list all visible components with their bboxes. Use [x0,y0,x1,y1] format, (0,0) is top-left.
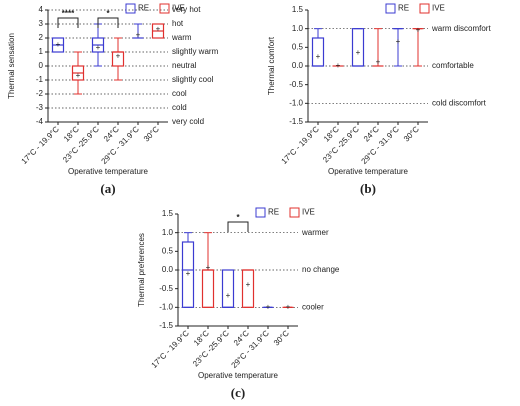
y-tick-label: -1.0 [159,302,173,311]
scale-label: warm discomfort [431,24,491,33]
box [201,269,215,308]
y-tick-label: 1.0 [162,228,174,237]
y-axis-label: Thermal sensation [7,33,16,99]
chart-a: very hot hot warm slightly warm neutral sligh… [7,3,219,196]
chart-b: warm discomfort comfortable cold discomfor… [267,3,491,196]
y-tick-label: 1.0 [292,24,304,33]
legend-label: IVE [302,208,315,217]
scale-label: cold [172,103,187,112]
x-tick-label: 17°C - 19.9°C [150,328,192,370]
y-tick-label: 0.5 [162,246,174,255]
legend-label: IVE [172,4,185,13]
mean-marker: + [206,263,211,272]
scale-label: slightly cool [172,75,214,84]
y-axis-label: Thermal comfort [267,36,276,95]
mean-marker: + [186,269,191,278]
y-tick-label: 2 [39,33,44,42]
y-tick-label: 1.5 [162,209,174,218]
legend-swatch [385,3,396,14]
significance-label: **** [62,9,75,18]
scale-label: warmer [301,228,329,237]
scale-label: hot [172,19,184,28]
significance-bracket [97,17,119,28]
mean-marker: + [116,51,121,60]
scale-label: cool [172,89,187,98]
y-tick-label: -4 [36,117,44,126]
box [181,241,195,308]
y-tick-label: -2 [36,89,44,98]
x-tick-label: 23°C -25.9°C [191,328,231,368]
mean-marker: + [156,25,161,34]
y-tick-label: -3 [36,103,44,112]
mean-marker: + [396,37,401,46]
scale-label: very hot [172,5,201,14]
box [221,269,235,308]
y-tick-label: -0.5 [159,284,173,293]
mean-marker: + [56,40,61,49]
significance-bracket [57,17,79,28]
y-tick-label: 0.0 [292,61,304,70]
x-axis-label: Operative temperature [198,371,279,380]
scale-label: neutral [172,61,197,70]
y-tick-label: -1.5 [159,321,173,330]
mean-marker: + [136,30,141,39]
x-tick-label: 30°C [402,124,421,143]
x-axis-label: Operative temperature [68,167,149,176]
legend-swatch [255,207,266,218]
scale-label: no change [302,265,340,274]
mean-marker: + [356,48,361,57]
y-tick-label: -1.0 [289,98,303,107]
scale-label: warm [171,33,192,42]
mean-marker: + [416,26,421,35]
x-tick-label: 17°C - 19.9°C [20,124,62,166]
legend-label: RE [268,208,279,217]
y-tick-label: 0.5 [292,42,304,51]
mean-marker: + [76,71,81,80]
x-axis-label: Operative temperature [328,167,409,176]
y-tick-label: -1.5 [289,117,303,126]
legend-label: RE [398,4,409,13]
mean-marker: + [226,291,231,300]
y-tick-label: 4 [39,5,44,14]
scale-label: cooler [302,302,324,311]
legend-label: IVE [432,4,445,13]
x-tick-label: 23°C -25.9°C [321,124,361,164]
significance-label: * [106,9,110,18]
legend-swatch [289,207,300,218]
legend-swatch [419,3,430,14]
mean-marker: + [286,302,291,311]
caption: (c) [231,385,245,400]
chart-c: warmer no change cooler -1.5 -1.0 -0.5 0.0 0.5 1… [137,207,340,400]
caption: (b) [360,181,376,196]
mean-marker: + [316,52,321,61]
mean-marker: + [376,57,381,66]
y-tick-label: 0 [39,61,44,70]
significance-bracket [227,221,249,232]
scale-label: comfortable [432,61,474,70]
legend-label: RE [138,4,149,13]
significance-label: * [236,213,240,222]
y-tick-label: 0.0 [162,265,174,274]
mean-marker: + [96,43,101,52]
y-tick-label: -1 [36,75,44,84]
mean-marker: + [246,280,251,289]
x-tick-label: 17°C - 19.9°C [280,124,322,166]
y-tick-label: 1 [39,47,44,56]
mean-marker: + [336,61,341,70]
scale-label: very cold [172,117,204,126]
y-tick-label: 3 [39,19,44,28]
caption: (a) [100,181,115,196]
x-tick-label: 30°C [272,328,291,347]
scale-label: cold discomfort [432,98,487,107]
legend-swatch [159,3,170,14]
y-tick-label: 1.5 [292,5,304,14]
y-axis-label: Thermal preferences [137,233,146,307]
x-tick-label: 30°C [142,124,161,143]
y-tick-label: -0.5 [289,80,303,89]
legend-swatch [125,3,136,14]
mean-marker: + [266,302,271,311]
x-tick-label: 23°C -25.9°C [61,124,101,164]
scale-label: slightly warm [172,47,219,56]
